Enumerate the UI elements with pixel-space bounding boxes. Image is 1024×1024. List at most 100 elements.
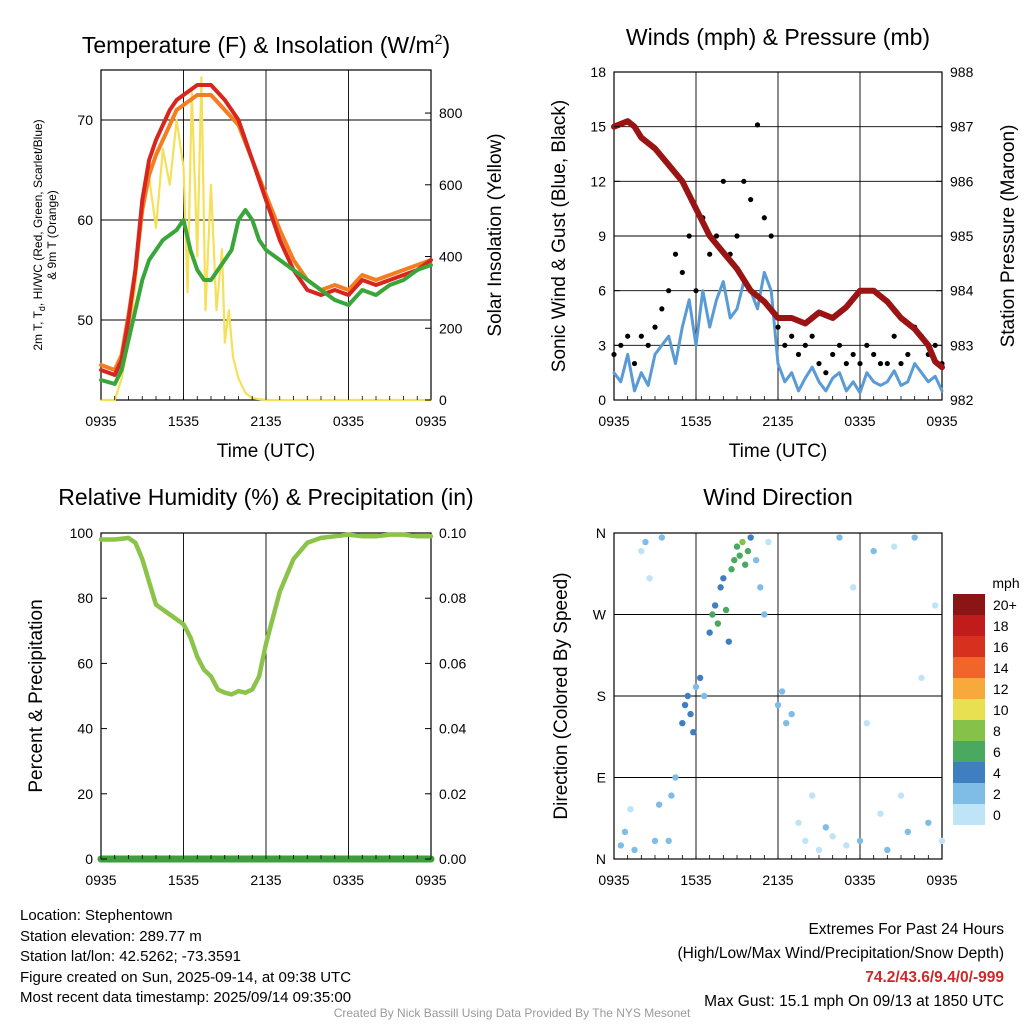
winds-gust-point <box>871 351 877 358</box>
direction-point <box>829 833 836 840</box>
direction-ylabel-left: Direction (Colored By Speed) <box>551 572 572 819</box>
winds-gust-point <box>905 351 911 358</box>
direction-point <box>765 538 772 546</box>
winds-gust-point <box>864 342 870 348</box>
winds-gust-point <box>830 351 836 358</box>
winds-right-ytick-label: 988 <box>950 64 974 80</box>
winds-gust-point <box>761 215 767 221</box>
colorbar-label: 8 <box>993 723 1001 739</box>
direction-point <box>744 547 752 555</box>
direction-point <box>646 575 653 582</box>
direction-point <box>627 805 634 813</box>
station-location: Location: Stephentown <box>20 907 173 924</box>
winds-series-sonic-wind <box>612 270 944 395</box>
humidity-ylabel-left: Percent & Precipitation <box>26 599 47 792</box>
winds-right-ytick-label: 982 <box>950 392 974 408</box>
humidity-right-ytick-label: 0.04 <box>439 721 466 737</box>
winds-gust-point <box>611 351 617 358</box>
direction-point <box>877 810 884 817</box>
colorbar-label: 6 <box>993 744 1001 760</box>
winds-gust-point <box>686 233 692 239</box>
winds-gust-point <box>748 196 754 203</box>
winds-left-ytick-label: 6 <box>598 283 606 299</box>
colorbar-swatch <box>953 657 985 678</box>
direction-point <box>774 701 782 709</box>
winds-gust-point <box>802 342 808 348</box>
extremes-panel: Extremes For Past 24 Hours (High/Low/Max… <box>678 918 1005 1014</box>
direction-point <box>802 837 809 845</box>
winds-gust-point <box>652 324 658 330</box>
winds-gust-point <box>618 342 624 348</box>
direction-point <box>890 543 898 550</box>
direction-point <box>757 584 764 591</box>
winds-gust-point <box>693 288 699 294</box>
humidity-right-ytick-label: 0.08 <box>439 590 466 606</box>
figure-created: Figure created on Sun, 2025-09-14, at 09… <box>20 968 352 986</box>
temperature-xtick-label: 0935 <box>415 413 446 429</box>
direction-point <box>931 602 939 609</box>
winds-left-ytick-label: 0 <box>598 392 606 408</box>
humidity-xtick-label: 0935 <box>415 872 446 888</box>
winds-gust-point <box>932 342 938 348</box>
colorbar-label: 2 <box>993 786 1001 802</box>
direction-point <box>938 837 946 845</box>
winds-gust-point <box>741 178 747 184</box>
colorbar-label: 16 <box>993 639 1009 655</box>
direction-ticks: 0935 1535 2135 0335 0935 N E S W N <box>593 525 958 888</box>
winds-left-ytick-label: 9 <box>598 228 606 244</box>
temperature-ylabel-left-line1: 2m T, Td, HI/WC (Red, Green, Scarlet/Blu… <box>31 119 47 350</box>
direction-point <box>668 792 675 799</box>
direction-xtick-label: 0935 <box>598 872 629 888</box>
winds-gust-point <box>884 360 890 367</box>
winds-right-ytick-label: 987 <box>950 119 974 135</box>
direction-point <box>815 846 823 854</box>
direction-point <box>655 801 663 808</box>
direction-point <box>752 556 760 564</box>
colorbar-label: 10 <box>993 702 1009 718</box>
colorbar-label: 20+ <box>993 597 1017 613</box>
winds-ylabel-left: Sonic Wind & Gust (Blue, Black) <box>549 100 570 372</box>
temperature-ylabel-left-line2: & 9m T (Orange) <box>45 190 59 280</box>
direction-point <box>672 774 679 781</box>
winds-right-ytick-label: 985 <box>950 228 974 244</box>
direction-point <box>747 534 754 541</box>
winds-ticks: 0935 1535 2135 0335 0935 0 3 6 9 12 15 18 982 983 984 9… <box>590 64 973 429</box>
colorbar-label: 0 <box>993 807 1001 823</box>
speed-colorbar: 20+ 18 16 14 12 10 8 6 4 2 0 <box>953 594 1017 825</box>
direction-point <box>617 842 625 849</box>
direction-point <box>665 837 672 845</box>
winds-xtick-label: 0935 <box>926 413 957 429</box>
direction-scatter <box>617 534 946 854</box>
extremes-values: 74.2/43.6/9.4/0/-999 <box>865 969 1004 986</box>
colorbar-swatch <box>953 720 985 741</box>
direction-point <box>701 692 708 700</box>
direction-point <box>884 846 891 854</box>
direction-point <box>706 629 713 636</box>
winds-gust-point <box>857 360 863 367</box>
direction-point <box>736 552 743 559</box>
humidity-right-ytick-label: 0.02 <box>439 786 466 802</box>
direction-point <box>684 692 691 700</box>
station-elevation: Station elevation: 289.77 m <box>20 927 202 945</box>
winds-left-ytick-label: 12 <box>590 173 606 189</box>
winds-xtick-label: 0335 <box>844 413 875 429</box>
direction-point <box>843 842 850 849</box>
humidity-right-ytick-label: 0.06 <box>439 655 466 671</box>
direction-point <box>687 710 694 718</box>
humidity-left-ytick-label: 100 <box>70 525 94 541</box>
direction-point <box>788 710 795 718</box>
winds-right-ytick-label: 986 <box>950 173 974 189</box>
winds-gust-point <box>679 269 685 276</box>
colorbar-title: mph <box>992 575 1019 591</box>
winds-title: Winds (mph) & Pressure (mb) <box>626 24 930 50</box>
winds-series <box>611 118 945 395</box>
temperature-series <box>99 76 433 402</box>
humidity-ticks: 0935 1535 2135 0335 0935 0 20 40 60 80 100 0.00 0.02… <box>70 525 467 888</box>
humidity-xtick-label: 1535 <box>168 872 199 888</box>
winds-gust-point <box>795 351 802 358</box>
direction-point <box>742 561 749 568</box>
direction-point <box>863 719 871 727</box>
direction-point <box>714 620 722 627</box>
winds-gust-point <box>809 333 815 339</box>
colorbar-label: 12 <box>993 681 1009 697</box>
